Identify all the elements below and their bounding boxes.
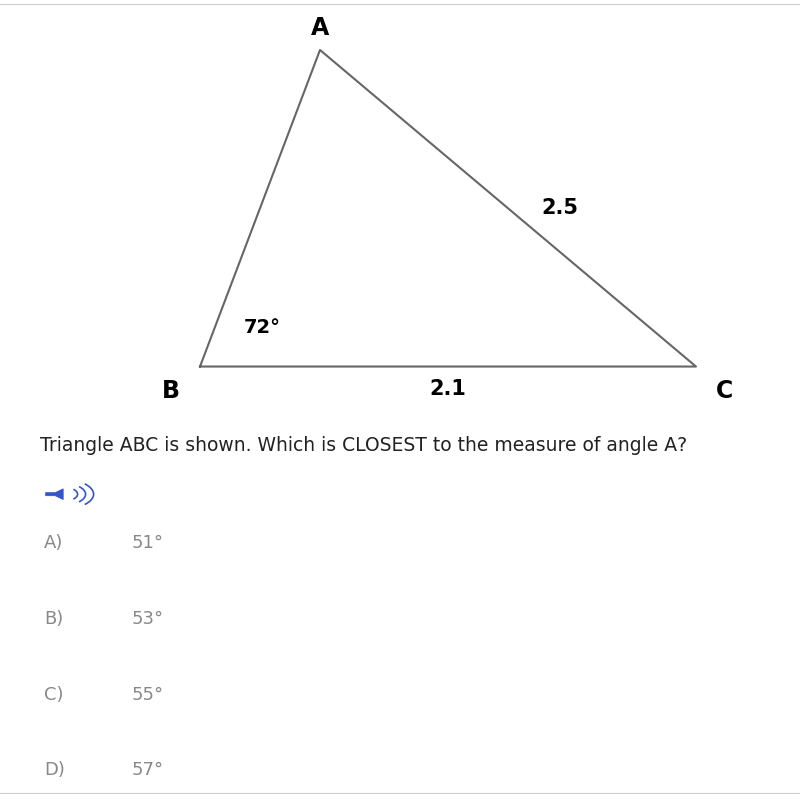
Polygon shape bbox=[46, 489, 63, 500]
Text: A): A) bbox=[44, 534, 63, 553]
Text: 51°: 51° bbox=[132, 534, 164, 553]
Text: B): B) bbox=[44, 610, 63, 628]
Text: 2.5: 2.5 bbox=[542, 199, 578, 218]
Text: 53°: 53° bbox=[132, 610, 164, 628]
Text: C: C bbox=[716, 379, 734, 403]
Text: B: B bbox=[162, 379, 180, 403]
Text: A: A bbox=[311, 15, 329, 39]
Text: Triangle ABC is shown. Which is CLOSEST to the measure of angle A?: Triangle ABC is shown. Which is CLOSEST … bbox=[40, 436, 687, 455]
Text: C): C) bbox=[44, 686, 63, 703]
Text: 57°: 57° bbox=[132, 761, 164, 779]
Text: 55°: 55° bbox=[132, 686, 164, 703]
Text: D): D) bbox=[44, 761, 65, 779]
Text: 2.1: 2.1 bbox=[430, 380, 466, 400]
Text: 72°: 72° bbox=[244, 318, 281, 337]
